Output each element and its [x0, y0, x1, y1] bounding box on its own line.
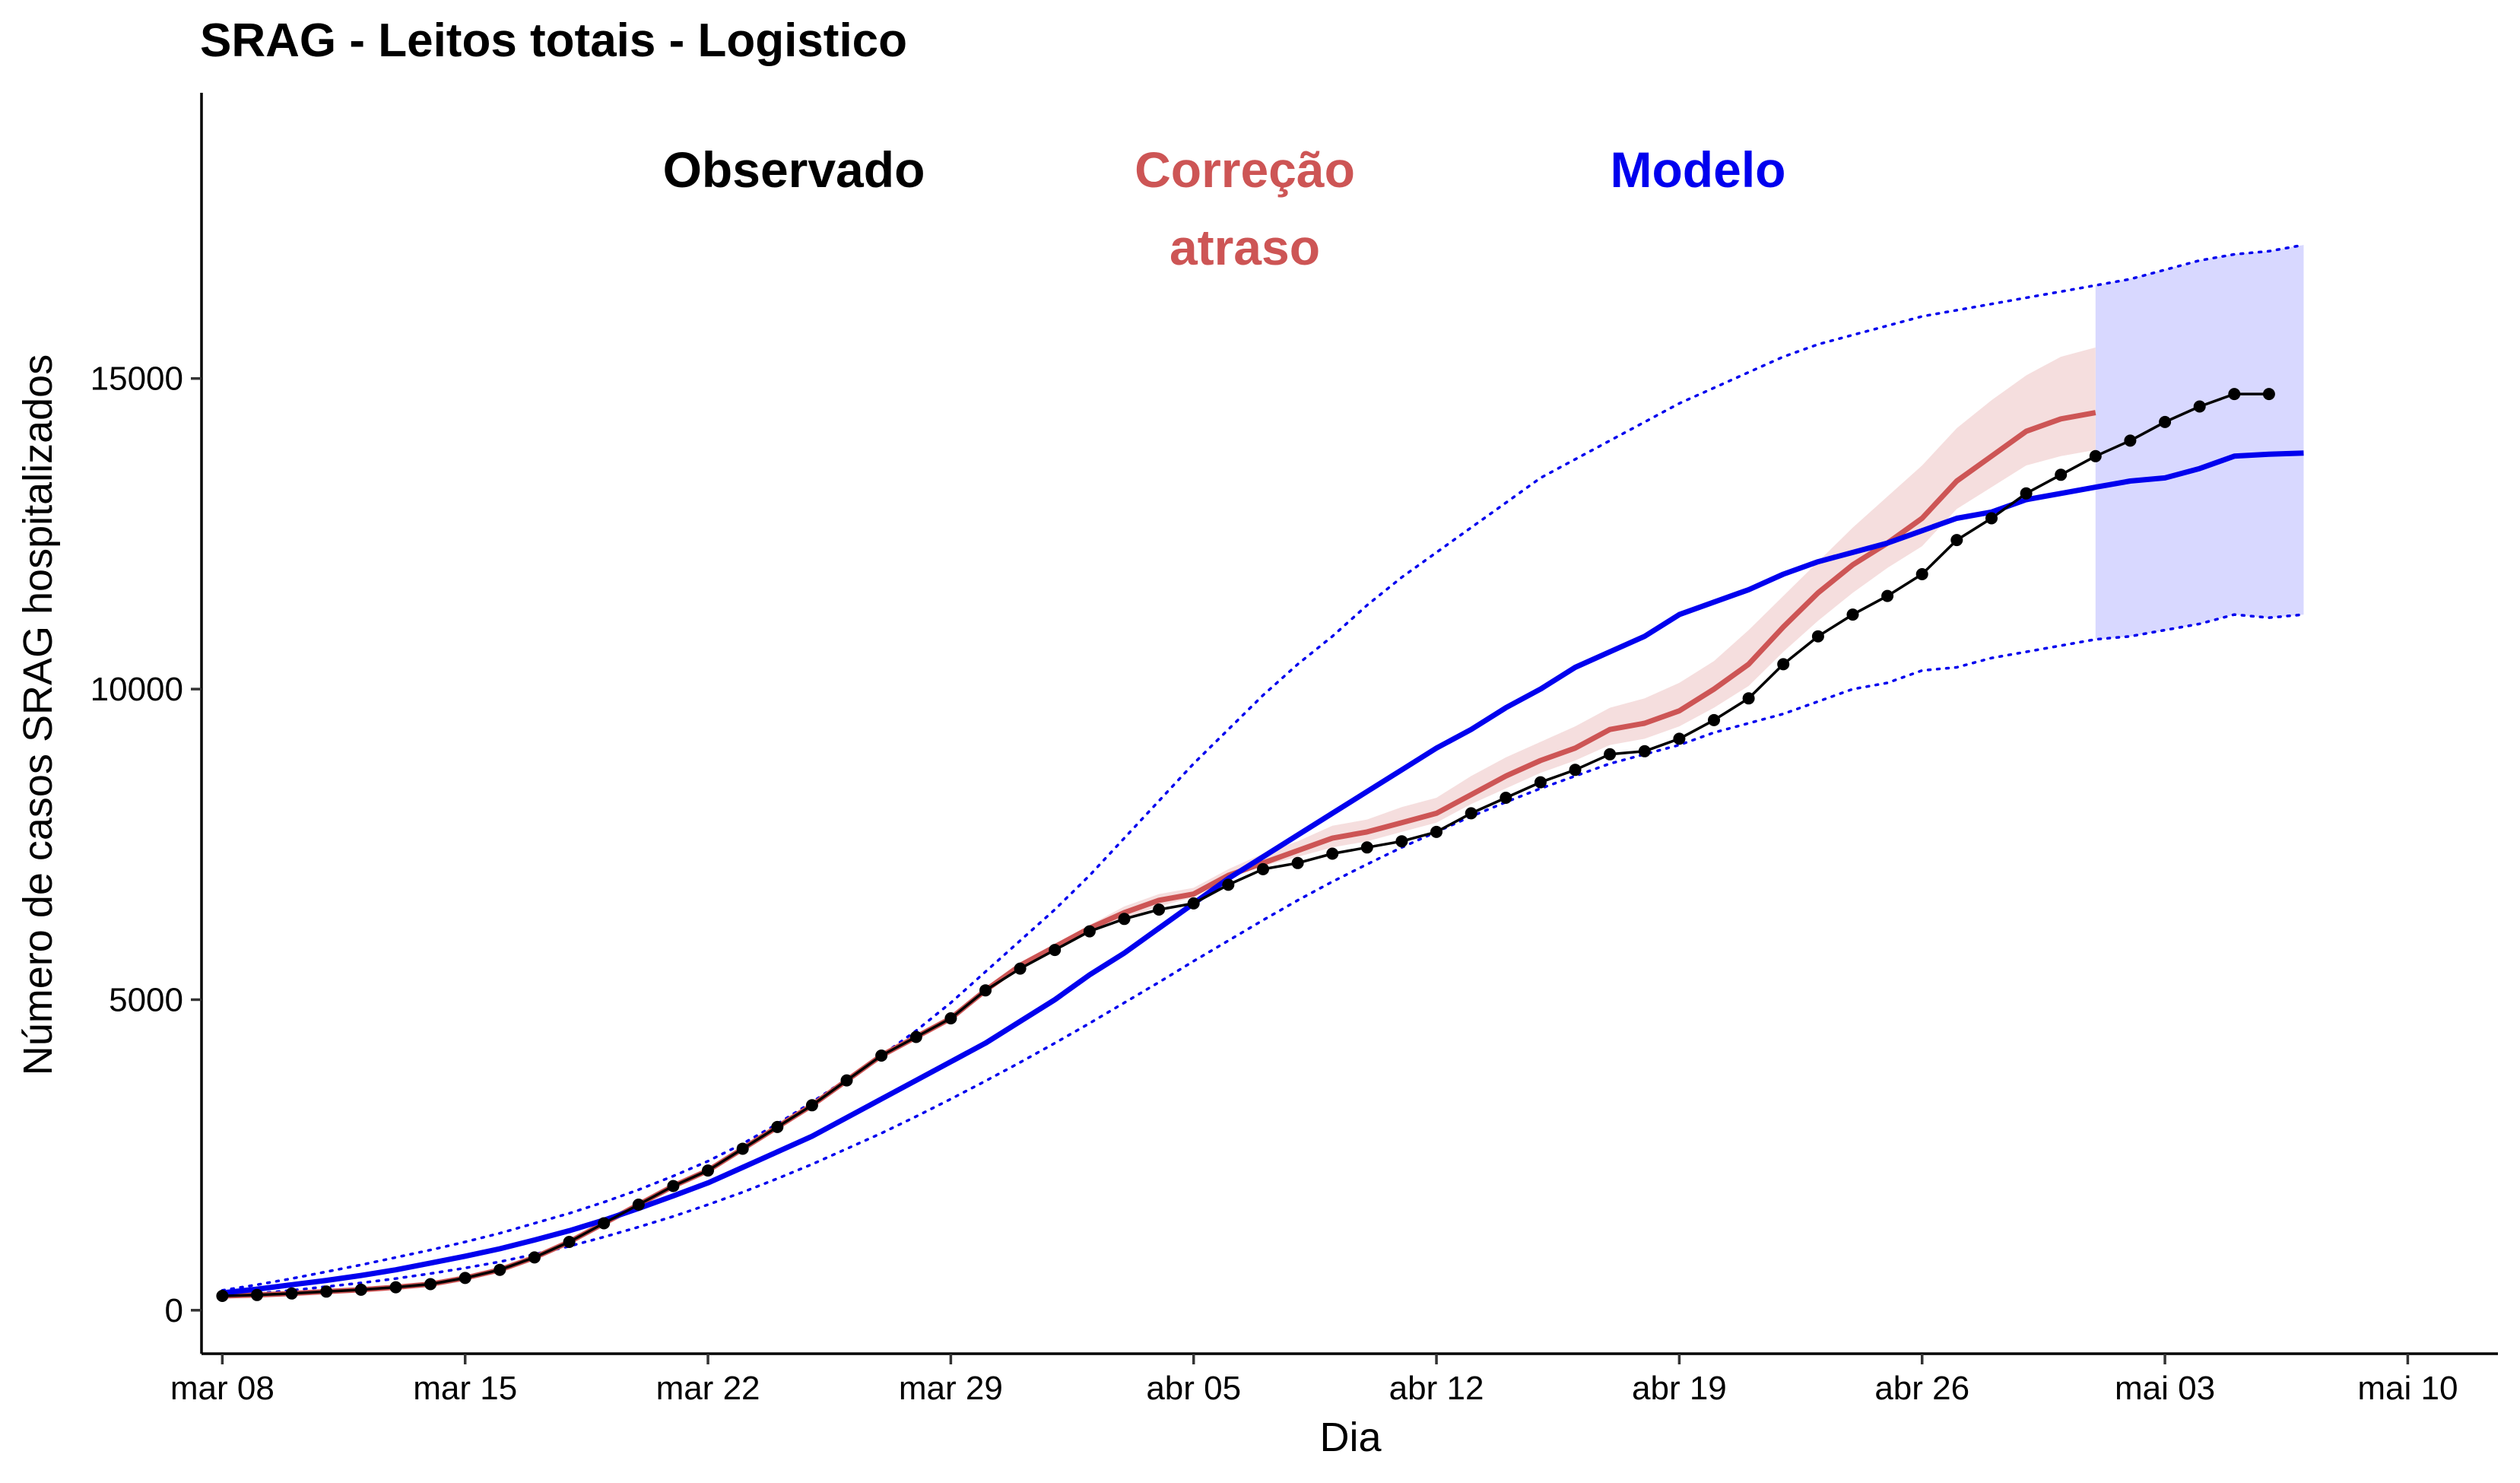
x-axis-label: Dia	[1319, 1415, 1382, 1460]
y-axis-label: Número de casos SRAG hospitalizados	[15, 354, 61, 1075]
observado-point	[1777, 658, 1790, 671]
y-tick-label: 0	[165, 1292, 183, 1329]
x-tick-label: abr 05	[1146, 1370, 1241, 1407]
observado-point	[1985, 512, 1998, 525]
y-tick-label: 5000	[109, 981, 183, 1018]
observado-point	[1708, 713, 1720, 726]
legend-entry-line2: atraso	[1170, 219, 1320, 275]
modelo-upper-bound-line	[221, 243, 2306, 1292]
modelo-projection-band	[2095, 245, 2304, 640]
observado-point	[1395, 835, 1408, 848]
observado-point	[1083, 925, 1096, 938]
legend-entry: Modelo	[1611, 141, 1786, 198]
observado-line	[222, 392, 2269, 1297]
observado-point	[2020, 487, 2033, 500]
observado-point	[1534, 776, 1547, 789]
observado-point	[2262, 388, 2275, 401]
observado-point	[1915, 568, 1928, 580]
observado-point	[944, 1012, 957, 1024]
observado-point	[736, 1142, 749, 1155]
x-tick-label: mar 08	[170, 1370, 275, 1407]
observado-point	[632, 1199, 645, 1211]
observado-point	[1014, 962, 1027, 975]
observado-point	[1673, 732, 1686, 745]
observado-point	[805, 1099, 818, 1112]
observado-point	[909, 1030, 922, 1043]
observado-point	[702, 1164, 714, 1177]
x-tick-label: abr 19	[1632, 1370, 1727, 1407]
observado-point	[1846, 608, 1859, 621]
observado-point	[1742, 692, 1755, 705]
observado-point	[1950, 534, 1963, 547]
observado-point	[2124, 434, 2137, 447]
observado-point	[1465, 807, 1477, 820]
x-tick-label: abr 26	[1874, 1370, 1969, 1407]
observado-point	[1187, 897, 1200, 910]
observado-point	[667, 1180, 680, 1192]
observado-point	[771, 1120, 784, 1133]
observado-point	[424, 1278, 437, 1291]
observado-point	[1638, 745, 1651, 757]
x-tick-label: mar 22	[656, 1370, 760, 1407]
legend: Observado Correção atraso Modelo	[663, 141, 1786, 275]
observado-point	[875, 1050, 888, 1062]
observado-point	[389, 1281, 402, 1294]
observado-point	[2228, 388, 2241, 401]
observado-point	[320, 1285, 333, 1298]
observed-points	[216, 388, 2275, 1302]
observado-point	[1569, 764, 1582, 776]
observado-point	[216, 1290, 229, 1302]
x-tick-label: mar 15	[413, 1370, 517, 1407]
axes: 0 5000 10000 15000 mar 08 mar 15 mar 22 mar 29 a…	[90, 93, 2498, 1407]
observado-point	[1881, 589, 1894, 602]
observado-point	[528, 1251, 541, 1264]
observado-point	[251, 1288, 263, 1301]
observado-point	[979, 984, 992, 997]
observado-point	[1430, 825, 1442, 838]
modelo-lower-bound-line	[221, 613, 2306, 1297]
observado-point	[459, 1272, 471, 1285]
observado-point	[840, 1074, 853, 1087]
observado-point	[1153, 903, 1166, 916]
observado-point	[494, 1263, 506, 1276]
observado-point	[2089, 449, 2102, 462]
observado-point	[1604, 748, 1617, 761]
y-tick-label: 10000	[90, 671, 183, 708]
observado-point	[354, 1283, 367, 1296]
x-tick-label: mai 03	[2115, 1370, 2215, 1407]
observado-point	[563, 1236, 576, 1248]
observado-point	[285, 1287, 298, 1300]
observado-point	[1360, 841, 1373, 854]
modelo-line	[222, 450, 2304, 1296]
observado-point	[1118, 913, 1131, 926]
x-tick-label: mai 10	[2357, 1370, 2458, 1407]
legend-entry: Observado	[663, 141, 925, 198]
observado-point	[1811, 630, 1824, 643]
chart-title: SRAG - Leitos totais - Logistico	[200, 14, 907, 67]
observado-point	[1222, 878, 1235, 891]
observado-point	[1049, 944, 1062, 957]
observado-point	[1326, 847, 1339, 860]
x-tick-label: mar 29	[899, 1370, 1003, 1407]
observado-point	[2159, 415, 2172, 428]
legend-entry: Correção	[1135, 141, 1355, 198]
x-tick-label: abr 12	[1389, 1370, 1484, 1407]
y-tick-label: 15000	[90, 360, 183, 398]
observado-point	[1257, 862, 1269, 875]
observado-point	[1291, 856, 1304, 869]
observado-point	[598, 1217, 611, 1230]
observado-point	[2193, 400, 2206, 413]
uncertainty-bands	[222, 245, 2304, 1296]
observado-point	[2055, 468, 2068, 481]
observado-point	[1500, 792, 1512, 804]
